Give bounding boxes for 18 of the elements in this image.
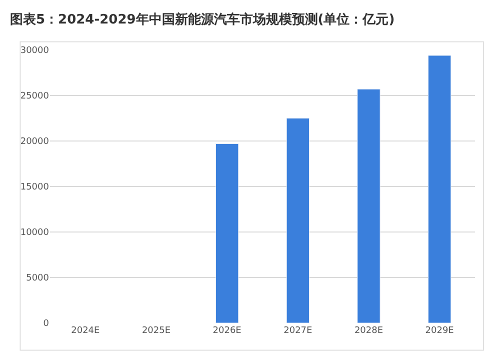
x-tick-label: 2025E xyxy=(142,326,171,336)
x-tick-label: 2024E xyxy=(71,326,100,336)
bar xyxy=(216,143,239,323)
y-tick-label: 30000 xyxy=(20,46,50,56)
bar xyxy=(428,55,452,323)
y-tick-label: 0 xyxy=(43,319,50,330)
y-tick-label: 10000 xyxy=(20,228,50,238)
x-tick-label: 2028E xyxy=(354,326,384,336)
y-tick-label: 25000 xyxy=(20,92,50,102)
x-tick-label: 2027E xyxy=(284,326,313,336)
chart-title: 图表5：2024-2029年中国新能源汽车市场规模预测(单位：亿元) xyxy=(10,12,395,28)
y-tick-label: 20000 xyxy=(20,137,50,148)
bar xyxy=(357,88,380,323)
x-tick-label: 2026E xyxy=(212,326,242,336)
y-tick-label: 5000 xyxy=(26,274,50,284)
bar xyxy=(286,118,310,323)
x-tick-label: 2029E xyxy=(425,326,454,336)
y-tick-label: 15000 xyxy=(20,182,50,193)
